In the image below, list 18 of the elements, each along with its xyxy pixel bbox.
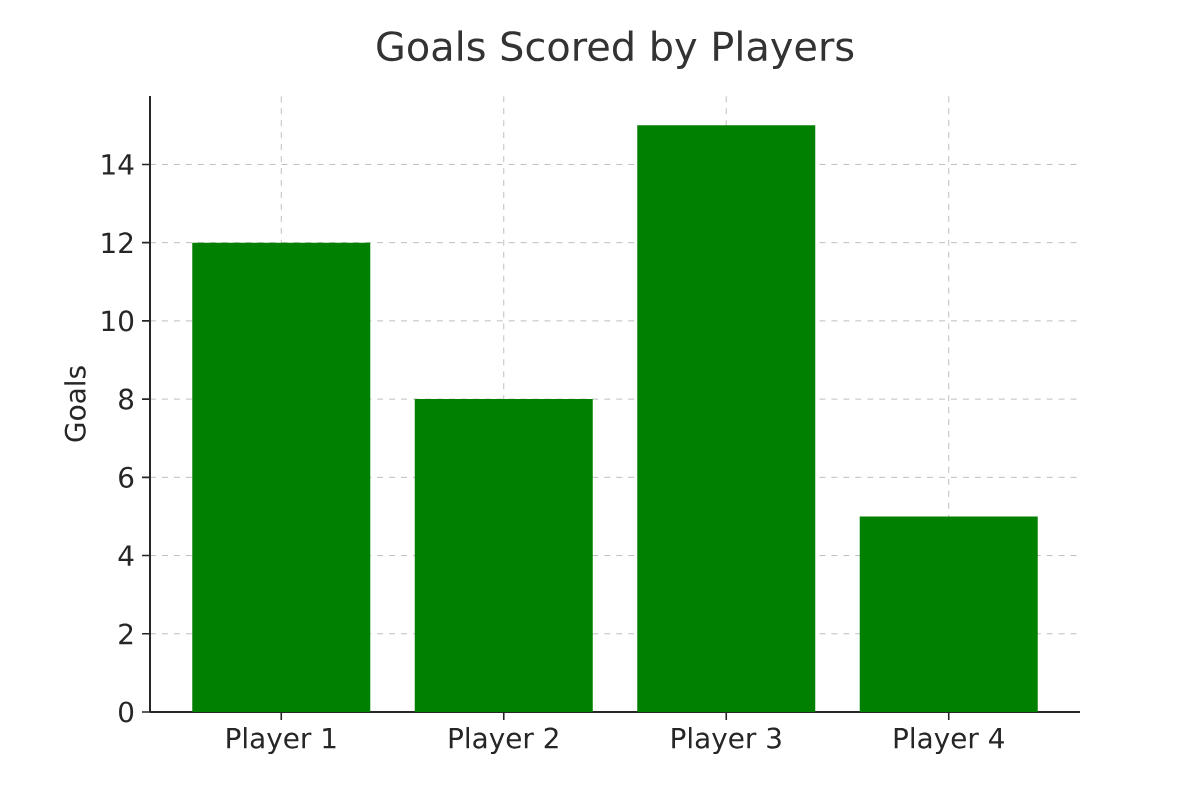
- x-tick-label: Player 1: [227, 727, 336, 755]
- y-axis-title: Goals: [64, 366, 86, 442]
- y-tick-label: 4: [118, 545, 134, 566]
- y-tick-label: 14: [102, 154, 134, 175]
- bar: [637, 125, 816, 712]
- y-tick-label: 6: [119, 466, 134, 488]
- y-tick-label: 2: [119, 623, 133, 645]
- y-tick-label: 8: [119, 388, 134, 410]
- x-tick-label: Player 2: [449, 727, 558, 755]
- bar: [859, 516, 1038, 712]
- x-tick-label: Player 4: [894, 727, 1004, 755]
- x-tick-label: Player 3: [672, 727, 781, 755]
- y-tick-label: 0: [119, 701, 134, 723]
- bar: [192, 242, 371, 712]
- y-tick-label: 10: [102, 310, 134, 332]
- y-tick-label: 12: [102, 232, 133, 254]
- chart-title: Goals Scored by Players: [377, 30, 854, 69]
- bar: [414, 399, 593, 712]
